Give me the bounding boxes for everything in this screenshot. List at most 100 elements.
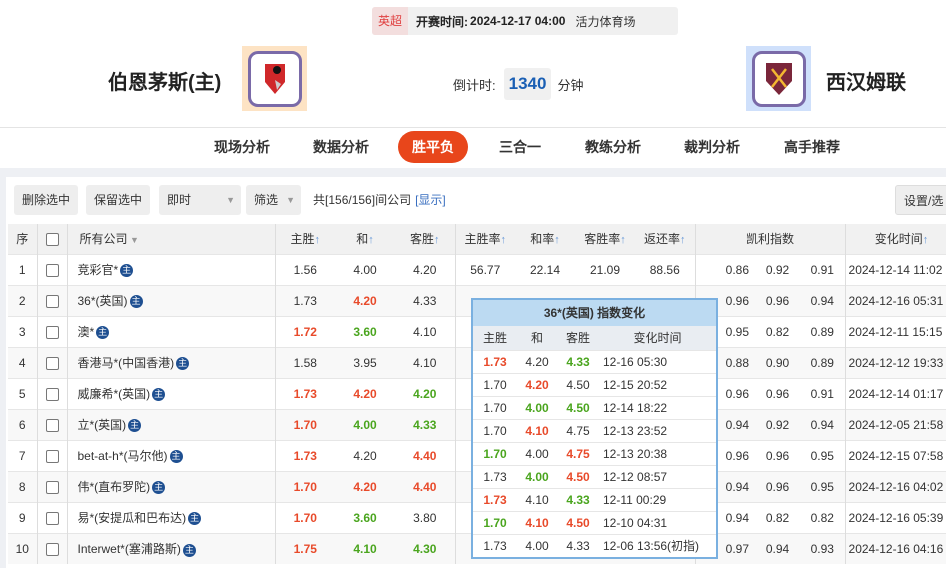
filter-button[interactable]: 筛选 ▼ (246, 185, 301, 215)
popup-odds-draw: 4.10 (517, 418, 557, 442)
row-checkbox[interactable] (37, 470, 68, 502)
mode-select[interactable]: 即时 ▼ (159, 185, 241, 215)
row-checkbox[interactable] (37, 532, 68, 564)
col-time[interactable]: 变化时间↑ (845, 224, 946, 254)
odds-home: 1.56 (275, 253, 335, 285)
company-name[interactable]: 立*(英国) (77, 418, 127, 432)
col-draw[interactable]: 和↑ (335, 224, 395, 254)
company-count: 共[156/156]间公司 [显示] (313, 185, 446, 215)
tab-live[interactable]: 现场分析 (214, 139, 270, 155)
show-link[interactable]: [显示] (415, 193, 446, 207)
tab-three-in-one[interactable]: 三合一 (499, 139, 541, 155)
odds-change-popup: 36*(英国) 指数变化 主胜 和 客胜 变化时间 1.73 4.20 4.33 12… (471, 298, 718, 559)
sort-up-icon: ↑ (554, 234, 560, 247)
col-draw-rate[interactable]: 和率↑ (515, 224, 575, 254)
company-name[interactable]: 竞彩官* (77, 263, 119, 277)
popup-time: 12-12 08:57 (599, 464, 716, 488)
col-return-rate-label: 返还率 (643, 232, 680, 247)
row-checkbox[interactable] (37, 346, 68, 378)
row-checkbox[interactable] (37, 315, 68, 347)
delete-selected-button[interactable]: 删除选中 (14, 185, 79, 215)
kelly-index: 0.82 (755, 315, 800, 347)
odds-away: 4.20 (395, 253, 456, 285)
row-checkbox[interactable] (37, 501, 68, 533)
league-badge[interactable]: 英超 (372, 7, 409, 35)
company-name[interactable]: 伟*(直布罗陀) (77, 480, 151, 494)
popup-table: 主胜 和 客胜 变化时间 1.73 4.20 4.33 12-16 05:30 1.70… (473, 326, 716, 557)
home-team-name[interactable]: 伯恩茅斯(主) (108, 72, 222, 94)
popup-time: 12-06 13:56(初指) (599, 533, 716, 557)
odds-draw: 4.20 (335, 377, 395, 409)
col-away[interactable]: 客胜↑ (395, 224, 456, 254)
chevron-down-icon: ▼ (226, 195, 235, 205)
tab-referee[interactable]: 裁判分析 (684, 139, 740, 155)
count-suffix: 间公司 (375, 193, 412, 207)
company-cell: 竞彩官* 主 (67, 253, 276, 285)
odds-away: 4.20 (395, 377, 456, 409)
col-draw-label: 和 (356, 232, 369, 247)
popup-odds-away: 4.50 (557, 372, 599, 396)
tab-expert[interactable]: 高手推荐 (784, 139, 840, 155)
count-value: [156/156] (325, 193, 376, 207)
col-company[interactable]: 所有公司 ▼ (67, 224, 276, 254)
company-name[interactable]: 36*(英国) (77, 294, 128, 308)
popup-odds-home: 1.73 (473, 349, 517, 373)
popup-odds-home: 1.70 (473, 441, 517, 465)
row-checkbox[interactable] (37, 284, 68, 316)
tab-data[interactable]: 数据分析 (313, 139, 369, 155)
col-home[interactable]: 主胜↑ (275, 224, 335, 254)
col-draw-rate-label: 和率 (530, 232, 555, 247)
popup-odds-draw: 4.20 (517, 372, 557, 396)
popup-row: 1.73 4.20 4.33 12-16 05:30 (473, 349, 716, 373)
col-return-rate[interactable]: 返还率↑ (635, 224, 696, 254)
away-team-name[interactable]: 西汉姆联 (826, 72, 906, 94)
popup-odds-away: 4.33 (557, 349, 599, 373)
settings-button[interactable]: 设置/选 (895, 185, 946, 215)
company-name[interactable]: bet-at-h*(马尔他) (77, 449, 168, 463)
kelly-index: 0.89 (800, 346, 846, 378)
count-prefix: 共 (313, 193, 326, 207)
col-company-label: 所有公司 (79, 232, 128, 247)
row-checkbox[interactable] (37, 253, 68, 285)
row-index: 10 (8, 532, 38, 564)
table-row[interactable]: 1 竞彩官* 主 1.56 4.00 4.20 56.77 22.14 21.09 88.56 0.… (8, 253, 946, 285)
row-checkbox[interactable] (37, 377, 68, 409)
col-away-rate[interactable]: 客胜率↑ (575, 224, 635, 254)
filter-label: 筛选 (254, 193, 279, 207)
company-name[interactable]: Interwet*(塞浦路斯) (77, 542, 181, 557)
odds-home: 1.72 (275, 315, 335, 347)
odds-away: 4.10 (395, 315, 456, 347)
popup-odds-away: 4.75 (557, 418, 599, 442)
row-checkbox[interactable] (37, 408, 68, 440)
tab-coach[interactable]: 教练分析 (585, 139, 641, 155)
table-row[interactable]: 8 伟*(直布罗陀) 主 1.70 4.20 4.40 0.94 0.96 0.95 2024-1… (8, 470, 946, 502)
odds-away: 4.30 (395, 532, 456, 564)
keep-selected-button[interactable]: 保留选中 (86, 185, 151, 215)
chevron-down-icon: ▼ (286, 195, 295, 205)
company-cell: 伟*(直布罗陀) 主 (67, 470, 276, 502)
select-all-checkbox[interactable] (37, 224, 68, 254)
col-home-rate-label: 主胜率 (464, 232, 501, 247)
odds-home: 1.70 (275, 501, 335, 533)
popup-odds-draw: 4.10 (517, 510, 557, 534)
company-name[interactable]: 澳* (77, 325, 95, 339)
company-name[interactable]: 香港马*(中国香港) (77, 356, 175, 370)
sort-up-icon: ↑ (922, 234, 929, 247)
odds-draw: 4.20 (335, 284, 395, 316)
odds-away: 4.33 (395, 284, 456, 316)
odds-draw: 4.20 (335, 439, 395, 471)
row-checkbox[interactable] (37, 439, 68, 471)
popup-row: 1.70 4.00 4.75 12-13 20:38 (473, 441, 716, 465)
sort-up-icon: ↑ (500, 234, 507, 247)
away-team-logo[interactable] (746, 46, 811, 111)
popup-time: 12-11 00:29 (599, 487, 716, 511)
company-name[interactable]: 易*(安提瓜和巴布达) (77, 511, 187, 525)
row-index: 2 (8, 284, 38, 316)
col-home-rate[interactable]: 主胜率↑ (455, 224, 515, 254)
company-name[interactable]: 威廉希*(英国) (77, 387, 151, 401)
popup-odds-away: 4.50 (557, 510, 599, 534)
col-away-label: 客胜 (409, 232, 434, 247)
home-team-logo[interactable] (242, 46, 307, 111)
tab-1x2[interactable]: 胜平负 (398, 131, 468, 163)
chevron-down-icon: ▼ (127, 235, 139, 246)
